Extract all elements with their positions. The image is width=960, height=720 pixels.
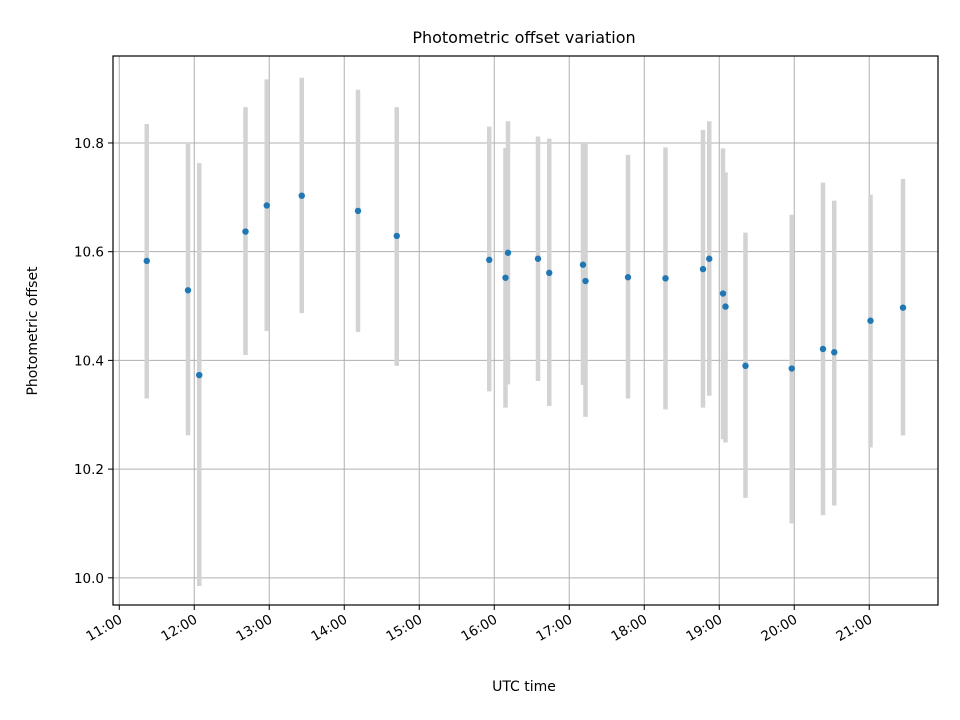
- data-point: [504, 249, 512, 256]
- data-point: [706, 255, 713, 262]
- data-point: [662, 275, 669, 282]
- data-point: [143, 257, 150, 265]
- data-point: [486, 256, 493, 264]
- x-tick-label: 11:00: [84, 612, 126, 645]
- x-tick-label: 15:00: [384, 612, 426, 645]
- y-axis-label: Photometric offset: [25, 266, 41, 396]
- data-point: [393, 232, 400, 240]
- y-tick-label: 10.6: [74, 245, 104, 261]
- chart-title: Photometric offset variation: [412, 28, 635, 47]
- y-tick-label: 10.4: [74, 353, 104, 369]
- x-tick-label: 19:00: [684, 612, 726, 645]
- x-tick-label: 18:00: [609, 612, 651, 645]
- data-point: [579, 261, 587, 268]
- data-point: [354, 207, 362, 215]
- data-point: [722, 303, 729, 310]
- data-point: [263, 202, 270, 209]
- data-point: [242, 228, 249, 235]
- data-point: [534, 255, 542, 262]
- y-tick-label: 10.8: [74, 136, 104, 152]
- data-point: [899, 304, 907, 311]
- x-tick-label: 12:00: [159, 612, 201, 645]
- data-point: [867, 317, 874, 324]
- x-tick-label: 21:00: [834, 612, 876, 645]
- x-tick-label: 13:00: [234, 612, 276, 645]
- plot-frame: [112, 55, 939, 606]
- x-tick-label: 20:00: [759, 612, 801, 645]
- data-point: [624, 274, 632, 281]
- grid-lines: [113, 56, 938, 605]
- y-axis-ticks: 10.0 10.2 10.4 10.6 10.8: [74, 136, 113, 587]
- data-point: [196, 371, 203, 379]
- data-point: [742, 362, 749, 370]
- error-bars: [144, 77, 906, 586]
- data-point: [699, 265, 707, 273]
- data-point: [719, 290, 727, 297]
- x-tick-label: 17:00: [534, 612, 576, 645]
- data-point: [502, 274, 509, 281]
- data-point: [184, 287, 192, 294]
- data-point: [819, 345, 827, 353]
- data-point: [831, 349, 838, 356]
- x-tick-label: 14:00: [309, 612, 351, 645]
- data-point: [788, 365, 795, 372]
- data-point: [298, 192, 305, 199]
- x-tick-label: 16:00: [459, 612, 501, 645]
- y-tick-label: 10.2: [74, 462, 104, 478]
- data-point: [546, 269, 553, 277]
- data-points: [143, 192, 907, 379]
- x-axis-label: UTC time: [492, 679, 556, 695]
- y-tick-label: 10.0: [74, 571, 104, 587]
- x-axis-ticks: 11:00 12:00 13:00 14:00 15:00 16:00 17:00 18:00…: [84, 605, 876, 645]
- data-point: [582, 277, 589, 285]
